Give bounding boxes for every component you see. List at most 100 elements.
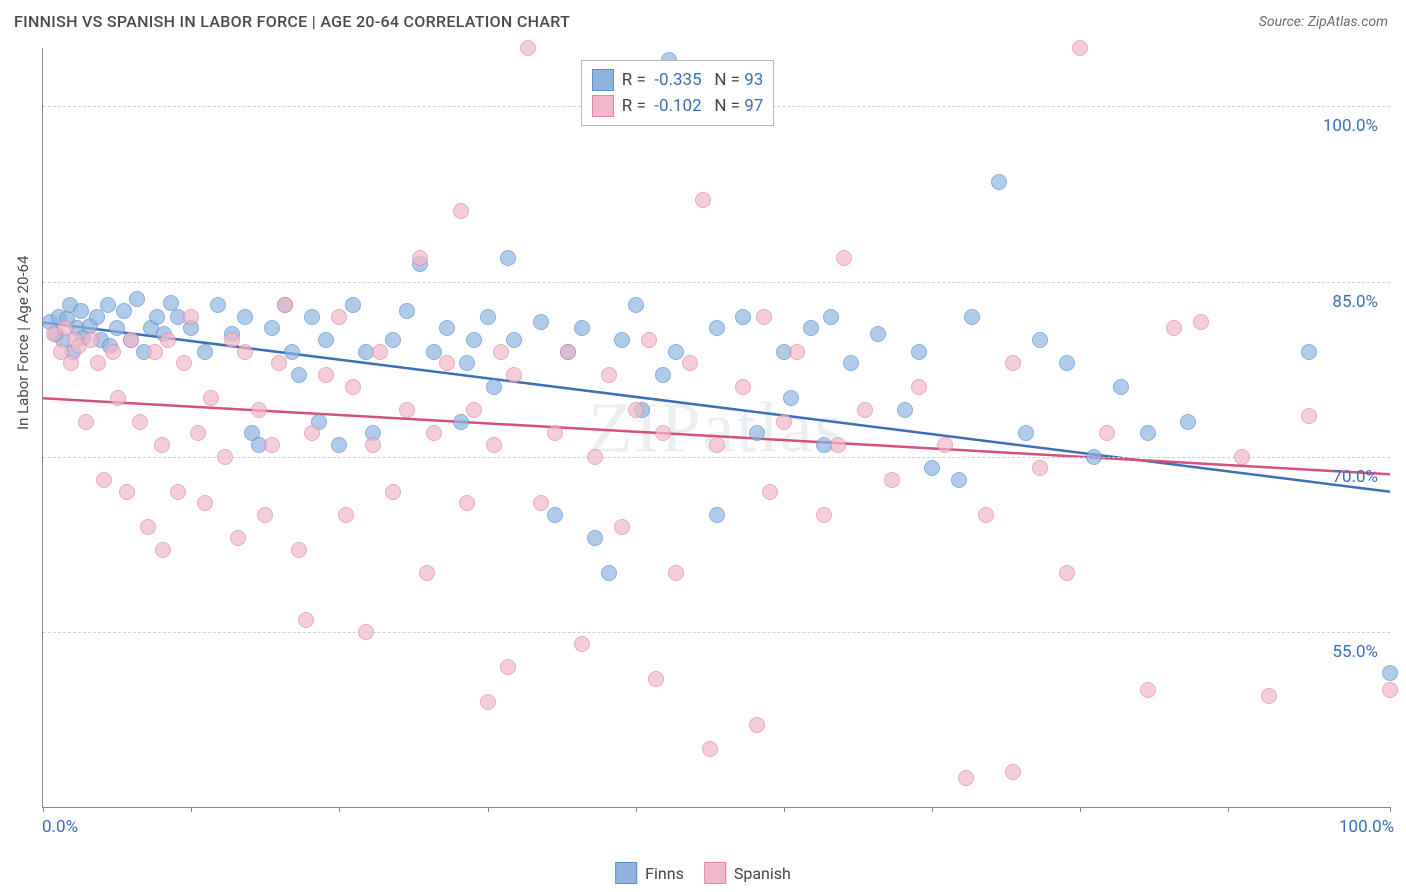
scatter-point (210, 297, 226, 313)
scatter-point (735, 309, 751, 325)
scatter-point (574, 636, 590, 652)
scatter-point (197, 344, 213, 360)
scatter-point (291, 367, 307, 383)
scatter-point (870, 326, 886, 342)
scatter-point (500, 659, 516, 675)
scatter-point (345, 379, 361, 395)
scatter-point (803, 320, 819, 336)
scatter-point (937, 437, 953, 453)
scatter-point (237, 344, 253, 360)
scatter-point (257, 507, 273, 523)
scatter-point (176, 355, 192, 371)
gridline (43, 457, 1390, 458)
scatter-point (439, 320, 455, 336)
scatter-point (304, 425, 320, 441)
x-tick (1080, 807, 1081, 812)
scatter-point (119, 484, 135, 500)
scatter-point (1301, 344, 1317, 360)
scatter-point (147, 344, 163, 360)
scatter-point (709, 320, 725, 336)
scatter-point (318, 367, 334, 383)
scatter-point (1032, 332, 1048, 348)
gridline (43, 282, 1390, 283)
scatter-point (783, 390, 799, 406)
x-tick (1228, 807, 1229, 812)
scatter-point (958, 770, 974, 786)
scatter-point (264, 320, 280, 336)
y-tick-label: 85.0% (1332, 292, 1378, 312)
scatter-point (480, 694, 496, 710)
scatter-point (789, 344, 805, 360)
x-tick (191, 807, 192, 812)
scatter-point (426, 344, 442, 360)
scatter-point (466, 402, 482, 418)
legend-row: R = -0.335 N = 93 (592, 67, 764, 93)
scatter-point (237, 309, 253, 325)
scatter-point (547, 425, 563, 441)
scatter-point (132, 414, 148, 430)
scatter-point (298, 612, 314, 628)
scatter-point (506, 332, 522, 348)
scatter-point (547, 507, 563, 523)
scatter-point (830, 437, 846, 453)
scatter-point (480, 309, 496, 325)
scatter-point (109, 320, 125, 336)
scatter-point (1261, 688, 1277, 704)
x-tick (636, 807, 637, 812)
scatter-point (964, 309, 980, 325)
scatter-point (1086, 449, 1102, 465)
scatter-point (149, 309, 165, 325)
scatter-point (284, 344, 300, 360)
scatter-point (170, 484, 186, 500)
scatter-point (668, 565, 684, 581)
x-tick (1390, 807, 1391, 812)
scatter-point (614, 332, 630, 348)
scatter-point (96, 472, 112, 488)
scatter-point (264, 437, 280, 453)
scatter-point (1301, 408, 1317, 424)
scatter-point (1032, 460, 1048, 476)
scatter-point (1140, 425, 1156, 441)
x-tick (932, 807, 933, 812)
scatter-point (318, 332, 334, 348)
scatter-point (385, 332, 401, 348)
scatter-point (304, 309, 320, 325)
scatter-point (78, 414, 94, 430)
scatter-point (500, 250, 516, 266)
scatter-point (1166, 320, 1182, 336)
scatter-point (197, 495, 213, 511)
scatter-point (224, 332, 240, 348)
scatter-point (345, 297, 361, 313)
x-tick (43, 807, 44, 812)
scatter-point (897, 402, 913, 418)
scatter-point (271, 355, 287, 371)
scatter-point (816, 507, 832, 523)
scatter-point (1234, 449, 1250, 465)
scatter-point (123, 332, 139, 348)
y-tick-label: 70.0% (1332, 467, 1378, 487)
scatter-point (587, 530, 603, 546)
scatter-point (486, 437, 502, 453)
scatter-point (587, 449, 603, 465)
scatter-point (823, 309, 839, 325)
scatter-point (668, 344, 684, 360)
scatter-point (762, 484, 778, 500)
scatter-point (749, 717, 765, 733)
scatter-point (1059, 355, 1075, 371)
legend-swatch (592, 95, 614, 117)
scatter-point (90, 355, 106, 371)
scatter-point (574, 320, 590, 336)
chart-plot-area: ZIPatlas 55.0%70.0%85.0%100.0% (42, 48, 1390, 808)
x-tick (488, 807, 489, 812)
scatter-point (1140, 682, 1156, 698)
scatter-point (331, 437, 347, 453)
y-tick-label: 100.0% (1323, 116, 1378, 136)
scatter-point (183, 309, 199, 325)
scatter-point (836, 250, 852, 266)
x-tick (784, 807, 785, 812)
scatter-point (1113, 379, 1129, 395)
scatter-point (155, 542, 171, 558)
scatter-point (857, 402, 873, 418)
scatter-point (453, 203, 469, 219)
scatter-point (628, 402, 644, 418)
